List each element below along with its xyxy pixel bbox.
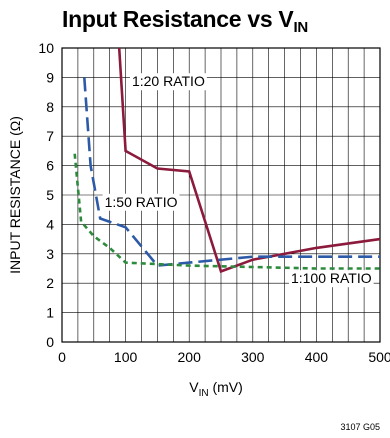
y-tick-label: 1: [46, 305, 54, 321]
y-tick-label: 3: [46, 246, 54, 262]
annotation-background: [129, 73, 207, 91]
y-tick-label: 5: [46, 187, 54, 203]
y-tick-label: 0: [46, 334, 54, 350]
y-tick-label: 4: [46, 216, 54, 232]
x-tick-label: 200: [178, 349, 202, 365]
series-annotation: 1:100 RATIO: [291, 270, 372, 286]
y-tick-label: 2: [46, 275, 54, 291]
x-tick-label: 500: [368, 349, 390, 365]
y-axis-label: INPUT RESISTANCE (Ω): [7, 116, 23, 274]
annotation-background: [102, 193, 180, 211]
series-line: [117, 47, 381, 274]
series-line: [73, 153, 380, 270]
chart-title-sub: IN: [293, 19, 308, 36]
y-tick-label: 7: [46, 128, 54, 144]
x-axis-label: VIN (mV): [189, 379, 243, 399]
x-tick-label: 300: [241, 349, 265, 365]
x-tick-label: 400: [305, 349, 329, 365]
y-tick-label: 6: [46, 158, 54, 174]
annotation-background: [288, 270, 374, 288]
plot-frame: [61, 47, 381, 343]
figure-reference: 3107 G05: [340, 422, 380, 432]
chart-title-main: Input Resistance vs V: [62, 6, 294, 32]
x-tick-label: 0: [58, 349, 66, 365]
x-tick-label: 100: [114, 349, 138, 365]
chart-title: Input Resistance vs VIN: [62, 6, 308, 36]
y-tick-label: 9: [46, 69, 54, 85]
series-annotation: 1:50 RATIO: [105, 194, 178, 210]
series-line: [83, 77, 380, 267]
y-tick-label: 10: [38, 40, 54, 56]
y-tick-label: 8: [46, 99, 54, 115]
series-annotation: 1:20 RATIO: [132, 73, 205, 89]
